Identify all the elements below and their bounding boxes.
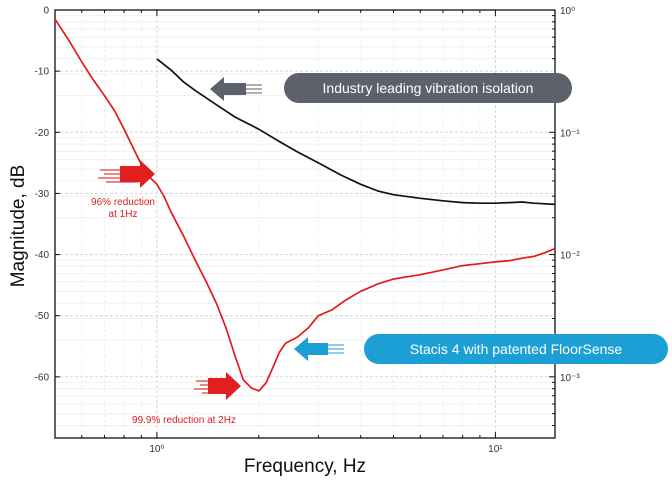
y-tick-label: -50: [35, 311, 50, 322]
y-tick-label: -20: [35, 128, 50, 139]
annotation-industry-text: Industry leading vibration isolation: [323, 80, 534, 96]
annotation-stacis-text: Stacis 4 with patented FloorSense: [410, 341, 623, 357]
x-tick-label: 10⁰: [149, 444, 164, 455]
y2-tick-label: 10⁻²: [560, 251, 580, 262]
x-tick-label: 10¹: [488, 444, 503, 455]
plot-frame: [54, 9, 556, 439]
y2-tick-label: 10⁻³: [560, 373, 580, 384]
axes: [54, 9, 556, 439]
y-axis-title: Magnitude, dB: [8, 165, 29, 288]
annotation-stacis-arrow: [294, 337, 344, 361]
y-tick-label: -30: [35, 189, 50, 200]
annotation-stacis-pill: [364, 334, 668, 364]
y2-tick-label: 10⁰: [560, 6, 575, 17]
annotation-industry-arrow: [210, 77, 262, 101]
annotation-96-line2: at 1Hz: [109, 209, 138, 220]
annotation-industry-pill: [284, 73, 572, 103]
series-group: [54, 18, 556, 392]
annotation-999-text: 99.9% reduction at 2Hz: [132, 415, 236, 426]
annotation-96-line1: 96% reduction: [91, 197, 155, 208]
y2-tick-label: 10⁻¹: [560, 128, 580, 139]
y-tick-label: -60: [35, 372, 50, 383]
annotation-999-arrow: [194, 372, 241, 400]
y-tick-label: -40: [35, 250, 50, 261]
y-tick-label: -10: [35, 67, 50, 78]
annotation-96-arrow: [98, 160, 155, 188]
x-axis-title: Frequency, Hz: [244, 456, 366, 477]
series-line-red: [54, 18, 556, 392]
tick-labels: 0 -10 -20 -30 -40 -50 -60 10⁰ 10⁻¹ 10⁻² 10⁻³ 10⁰ 10¹: [35, 6, 581, 456]
y-tick-label: 0: [43, 6, 49, 17]
series-line-black: [156, 58, 556, 206]
